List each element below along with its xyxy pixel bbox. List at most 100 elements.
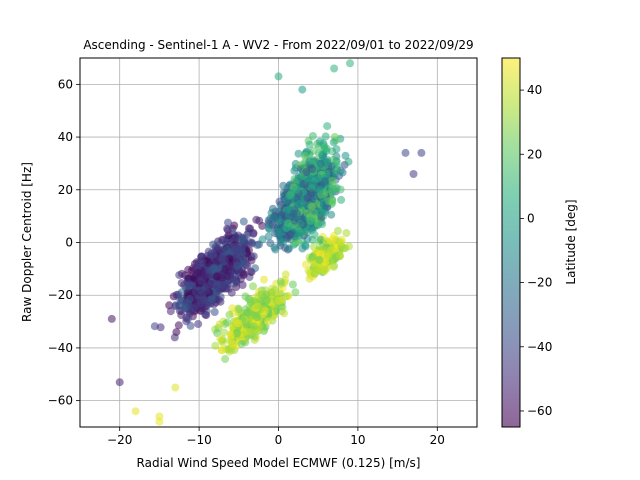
data-point [171,383,180,392]
data-point [337,238,346,247]
data-point [239,217,248,226]
y-tick-label: 0 [65,236,73,250]
data-point [279,181,288,190]
data-point [197,253,206,261]
data-point [269,213,278,222]
data-point [252,311,261,320]
data-point [295,200,304,209]
data-point [292,185,301,194]
data-point [333,226,342,235]
data-point [314,149,323,158]
chart-title: Ascending - Sentinel-1 A - WV2 - From 20… [83,38,473,52]
data-point [301,242,310,251]
data-point [341,151,350,160]
data-point [174,321,183,330]
data-point [274,72,283,81]
data-point [336,252,345,261]
data-point [285,191,294,200]
data-point [303,209,312,218]
data-point [307,217,316,226]
data-point [115,378,124,387]
colorbar-tick-label: 0 [527,211,535,225]
y-tick-label: −60 [48,394,73,408]
data-point [316,185,325,194]
data-point [401,148,410,157]
data-point [240,259,249,268]
data-point [409,170,418,178]
data-point [264,232,273,241]
data-point [234,319,242,328]
data-point [183,288,192,297]
colorbar-label: Latitude [deg] [564,199,578,284]
data-point [214,245,223,253]
data-point [230,279,238,288]
y-axis-label: Raw Doppler Centroid [Hz] [20,162,34,322]
data-point [221,256,230,265]
data-point [228,304,237,313]
data-point [247,238,256,247]
data-point [225,310,234,319]
data-point [329,138,338,147]
data-point [276,277,285,286]
data-point [185,295,194,304]
data-point [235,247,244,256]
data-point [166,307,175,316]
data-point [249,322,258,331]
data-point [252,215,261,224]
data-point [294,149,303,158]
data-point [209,250,217,258]
data-point [323,157,332,166]
data-point [262,290,271,299]
data-point [337,195,346,204]
data-point [253,301,262,310]
colorbar-ticks: −60 −40 −20 0 20 40 [520,83,552,418]
data-point [290,205,299,214]
data-point [308,252,317,261]
data-point [328,176,337,185]
data-point [299,160,308,169]
data-point [237,339,246,348]
data-point [305,140,314,149]
data-point [270,243,279,252]
data-point [204,266,213,274]
data-point [274,228,283,236]
data-point [249,252,258,261]
data-point [332,145,341,154]
data-point [131,407,140,416]
data-point [177,269,186,278]
data-point [194,320,203,328]
data-point [107,314,116,323]
data-point [275,197,284,206]
data-point [236,275,245,283]
data-point [262,296,271,305]
colorbar [502,58,520,427]
data-point [175,301,184,310]
data-point [321,176,329,185]
data-point [212,281,221,290]
data-point [344,157,353,166]
data-point [326,246,335,255]
colorbar-tick-label: −60 [527,404,552,418]
data-point [300,151,309,160]
data-point [245,246,253,255]
data-point [210,308,219,316]
data-point [223,224,232,233]
data-point [291,288,300,297]
x-axis-ticks: −20 −10 0 10 20 [107,427,445,447]
y-tick-label: 60 [58,77,73,91]
y-axis-ticks: −60 −40 −20 0 20 40 60 [48,77,80,408]
data-point [217,346,226,355]
data-point [177,279,186,287]
data-point [246,224,255,233]
data-point [271,285,280,294]
data-point [207,295,216,304]
data-point [228,340,237,349]
data-point [305,156,314,165]
y-tick-label: −20 [48,288,73,302]
data-point [199,293,208,302]
data-point [321,132,330,141]
data-point [301,260,310,269]
colorbar-tick-label: 40 [527,83,542,97]
data-point [184,279,193,288]
